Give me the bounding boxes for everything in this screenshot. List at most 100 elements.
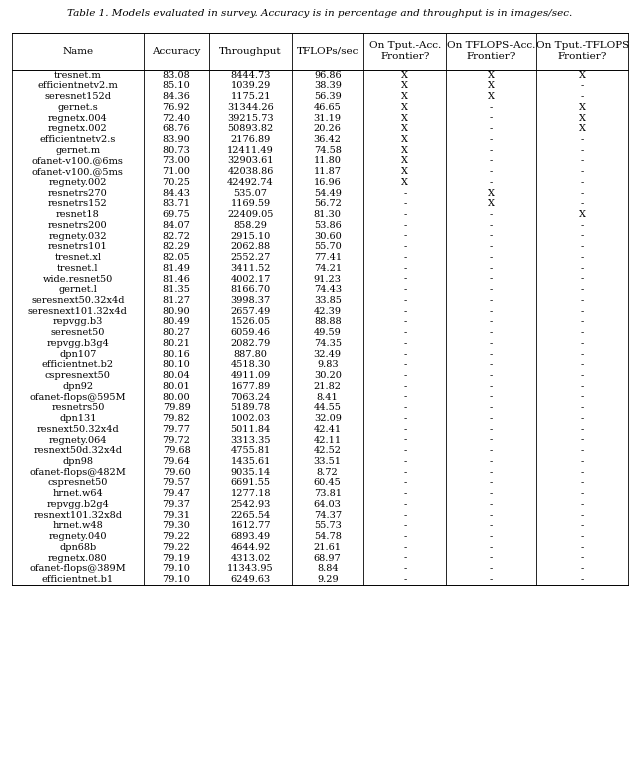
Text: X: X (488, 81, 495, 91)
Text: -: - (403, 553, 406, 563)
Text: -: - (580, 511, 584, 520)
Text: -: - (580, 522, 584, 530)
Text: 79.82: 79.82 (163, 414, 191, 423)
Text: repvgg.b2g4: repvgg.b2g4 (47, 500, 109, 509)
Text: 54.78: 54.78 (314, 532, 342, 541)
Text: 7063.24: 7063.24 (230, 393, 271, 401)
Text: -: - (490, 178, 493, 187)
Text: 84.07: 84.07 (163, 221, 191, 230)
Text: -: - (580, 221, 584, 230)
Text: -: - (490, 221, 493, 230)
Text: -: - (490, 425, 493, 434)
Text: 3411.52: 3411.52 (230, 264, 271, 273)
Text: -: - (403, 360, 406, 370)
Text: 11343.95: 11343.95 (227, 564, 274, 573)
Text: 42492.74: 42492.74 (227, 178, 274, 187)
Text: -: - (403, 296, 406, 305)
Text: -: - (490, 103, 493, 112)
Text: 79.47: 79.47 (163, 489, 191, 498)
Text: 79.57: 79.57 (163, 478, 191, 487)
Text: -: - (490, 478, 493, 487)
Text: -: - (580, 403, 584, 412)
Text: 3998.37: 3998.37 (230, 296, 271, 305)
Text: X: X (488, 188, 495, 198)
Text: X: X (579, 124, 586, 133)
Text: -: - (490, 232, 493, 240)
Text: 77.41: 77.41 (314, 253, 342, 262)
Text: 1435.61: 1435.61 (230, 457, 271, 466)
Text: 49.59: 49.59 (314, 329, 342, 337)
Text: -: - (580, 446, 584, 455)
Text: X: X (401, 135, 408, 144)
Text: gernet.m: gernet.m (55, 146, 100, 155)
Text: -: - (403, 500, 406, 509)
Text: 4313.02: 4313.02 (230, 553, 271, 563)
Text: 31.19: 31.19 (314, 114, 342, 122)
Text: -: - (580, 575, 584, 584)
Text: regnetx.004: regnetx.004 (48, 114, 108, 122)
Text: -: - (580, 500, 584, 509)
Text: -: - (580, 157, 584, 166)
Text: 5189.78: 5189.78 (230, 403, 271, 412)
Text: 39215.73: 39215.73 (227, 114, 274, 122)
Text: -: - (403, 371, 406, 381)
Text: 88.88: 88.88 (314, 318, 342, 326)
Text: 11.87: 11.87 (314, 167, 342, 176)
Text: 8.41: 8.41 (317, 393, 339, 401)
Text: On Tput.-TFLOPS
Frontier?: On Tput.-TFLOPS Frontier? (536, 41, 629, 61)
Text: -: - (403, 350, 406, 359)
Text: -: - (580, 81, 584, 91)
Text: On Tput.-Acc.
Frontier?: On Tput.-Acc. Frontier? (369, 41, 441, 61)
Text: efficientnetv2.m: efficientnetv2.m (38, 81, 118, 91)
Text: 85.10: 85.10 (163, 81, 191, 91)
Text: 36.42: 36.42 (314, 135, 342, 144)
Text: -: - (403, 457, 406, 466)
Text: -: - (403, 307, 406, 315)
Text: 2265.54: 2265.54 (230, 511, 271, 520)
Text: -: - (580, 188, 584, 198)
Text: 3313.35: 3313.35 (230, 436, 271, 445)
Text: 74.21: 74.21 (314, 264, 342, 273)
Text: -: - (490, 146, 493, 155)
Text: -: - (490, 414, 493, 423)
Text: -: - (403, 221, 406, 230)
Text: -: - (580, 307, 584, 315)
Text: 6893.49: 6893.49 (230, 532, 271, 541)
Text: 79.10: 79.10 (163, 564, 191, 573)
Text: 96.86: 96.86 (314, 71, 342, 80)
Text: seresnet152d: seresnet152d (44, 92, 111, 101)
Text: 74.43: 74.43 (314, 285, 342, 294)
Text: 81.46: 81.46 (163, 274, 191, 284)
Text: 1039.29: 1039.29 (230, 81, 271, 91)
Text: -: - (403, 511, 406, 520)
Text: -: - (490, 522, 493, 530)
Text: -: - (490, 274, 493, 284)
Text: -: - (580, 92, 584, 101)
Text: 6059.46: 6059.46 (230, 329, 271, 337)
Text: 79.89: 79.89 (163, 403, 191, 412)
Text: 9.83: 9.83 (317, 360, 339, 370)
Text: 42.41: 42.41 (314, 425, 342, 434)
Text: -: - (490, 532, 493, 541)
Text: -: - (490, 436, 493, 445)
Text: -: - (490, 285, 493, 294)
Text: resnet18: resnet18 (56, 210, 100, 219)
Text: 64.03: 64.03 (314, 500, 342, 509)
Text: -: - (490, 543, 493, 552)
Text: -: - (580, 167, 584, 176)
Text: seresnext101.32x4d: seresnext101.32x4d (28, 307, 128, 315)
Text: 79.22: 79.22 (163, 543, 191, 552)
Text: 55.70: 55.70 (314, 243, 342, 251)
Text: 16.96: 16.96 (314, 178, 342, 187)
Text: -: - (490, 339, 493, 348)
Text: 54.49: 54.49 (314, 188, 342, 198)
Text: hrnet.w48: hrnet.w48 (52, 522, 103, 530)
Text: 82.72: 82.72 (163, 232, 191, 240)
Text: 4518.30: 4518.30 (230, 360, 271, 370)
Text: -: - (490, 135, 493, 144)
Text: 82.29: 82.29 (163, 243, 191, 251)
Text: dpn131: dpn131 (59, 414, 97, 423)
Text: regnety.040: regnety.040 (49, 532, 107, 541)
Text: 9.29: 9.29 (317, 575, 339, 584)
Text: 42.52: 42.52 (314, 446, 342, 455)
